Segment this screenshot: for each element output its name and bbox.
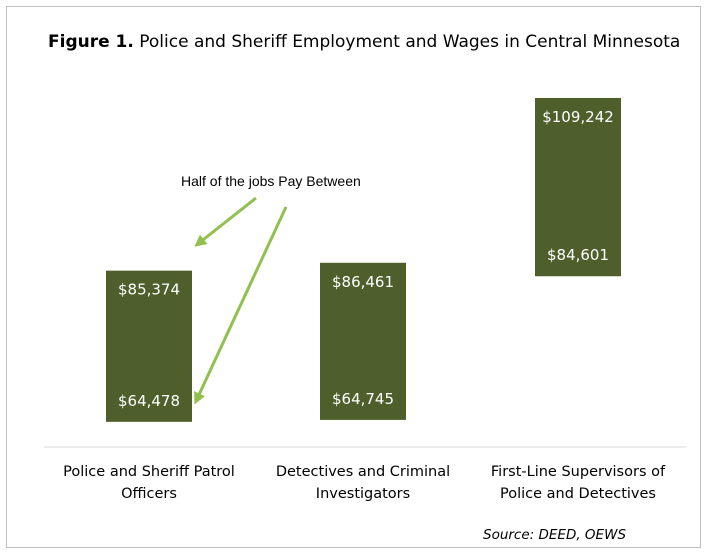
- data-label-high-1: $85,374: [118, 281, 180, 299]
- data-label-high-3: $109,242: [542, 108, 614, 126]
- category-label-3: First-Line Supervisors of Police and Dete…: [490, 464, 666, 502]
- chart-title-text: Police and Sheriff Employment and Wages …: [139, 32, 681, 52]
- category-label-2: Detectives and Criminal Investigators: [275, 464, 451, 502]
- chart-title: Figure 1. Police and Sheriff Employment …: [48, 32, 680, 52]
- annotation-arrow-upper: [194, 196, 257, 247]
- data-label-low-1: $64,478: [118, 392, 180, 410]
- annotation-arrow-lower: [194, 206, 288, 405]
- chart-title-prefix: Figure 1.: [48, 32, 134, 52]
- annotation-text: Half of the jobs Pay Between: [181, 173, 361, 189]
- data-label-low-3: $84,601: [547, 246, 609, 264]
- source-note: Source: DEED, OEWS: [483, 527, 627, 543]
- bar-2: [320, 262, 406, 420]
- bar-1: [106, 270, 192, 422]
- data-label-high-2: $86,461: [332, 273, 394, 291]
- data-label-low-2: $64,745: [332, 390, 394, 408]
- bar-3: [535, 97, 621, 277]
- category-label-1: Police and Sheriff Patrol Officers: [63, 464, 235, 502]
